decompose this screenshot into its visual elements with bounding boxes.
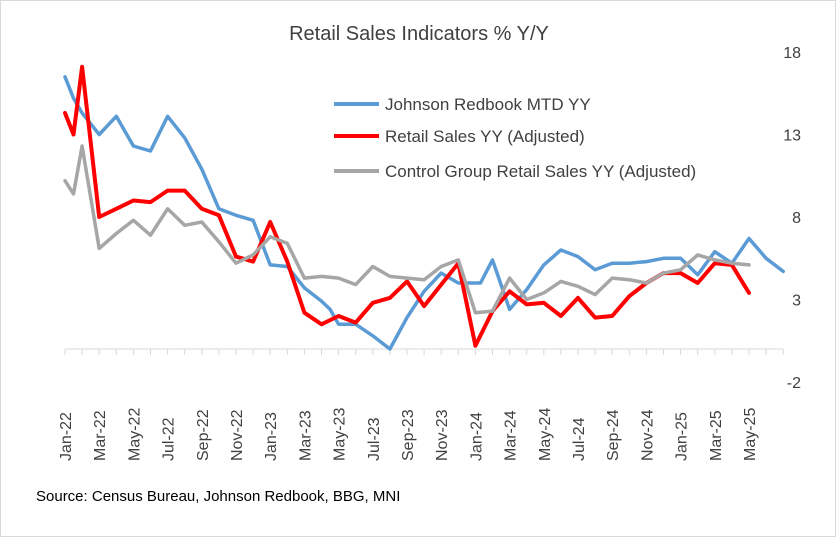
legend-label: Johnson Redbook MTD YY xyxy=(385,95,591,114)
x-tick-label: Nov-23 xyxy=(434,409,451,461)
series-line xyxy=(63,75,785,351)
series-layer xyxy=(63,64,785,351)
x-tick-label: Jan-24 xyxy=(468,412,485,461)
x-tick-label: Sep-23 xyxy=(400,409,417,461)
series-line xyxy=(63,144,751,315)
chart-title: Retail Sales Indicators % Y/Y xyxy=(289,23,549,45)
axes: -2 3 8 13 18 Jan-22 Mar-22 May-22 Jul-22 Sep-22 No… xyxy=(58,45,801,461)
y-tick-label: 3 xyxy=(792,293,801,310)
legend: Johnson Redbook MTD YY Retail Sales YY (A… xyxy=(334,95,696,181)
x-tick-label: Jul-24 xyxy=(571,417,588,461)
series-line xyxy=(63,64,751,348)
y-tick-label: 13 xyxy=(783,128,801,145)
legend-label: Retail Sales YY (Adjusted) xyxy=(385,127,585,146)
x-tick-label: May-25 xyxy=(742,408,759,461)
x-tick-label: Sep-24 xyxy=(605,409,622,461)
x-tick-label: Mar-22 xyxy=(92,410,109,461)
y-tick-label: -2 xyxy=(787,375,801,392)
x-tick-label: Jan-22 xyxy=(58,412,75,461)
x-tick-label: Mar-24 xyxy=(503,410,520,461)
x-tick-label: May-22 xyxy=(126,408,143,461)
source-note: Source: Census Bureau, Johnson Redbook, … xyxy=(36,488,400,505)
x-tick-label: May-23 xyxy=(332,408,349,461)
x-tick-label: Jul-22 xyxy=(161,417,178,461)
legend-label: Control Group Retail Sales YY (Adjusted) xyxy=(385,162,696,181)
x-tick-label: Sep-22 xyxy=(195,409,212,461)
y-tick-label: 8 xyxy=(792,210,801,227)
x-tick-label: Nov-22 xyxy=(229,409,246,461)
x-tick-label: Jan-25 xyxy=(674,412,691,461)
x-tick-label: May-24 xyxy=(537,408,554,461)
x-tick-label: Jul-23 xyxy=(366,417,383,461)
y-tick-label: 18 xyxy=(783,45,801,62)
x-tick-label: Mar-23 xyxy=(297,410,314,461)
x-tick-label: Mar-25 xyxy=(708,410,725,461)
x-tick-label: Jan-23 xyxy=(263,412,280,461)
x-tick-label: Nov-24 xyxy=(639,409,656,461)
